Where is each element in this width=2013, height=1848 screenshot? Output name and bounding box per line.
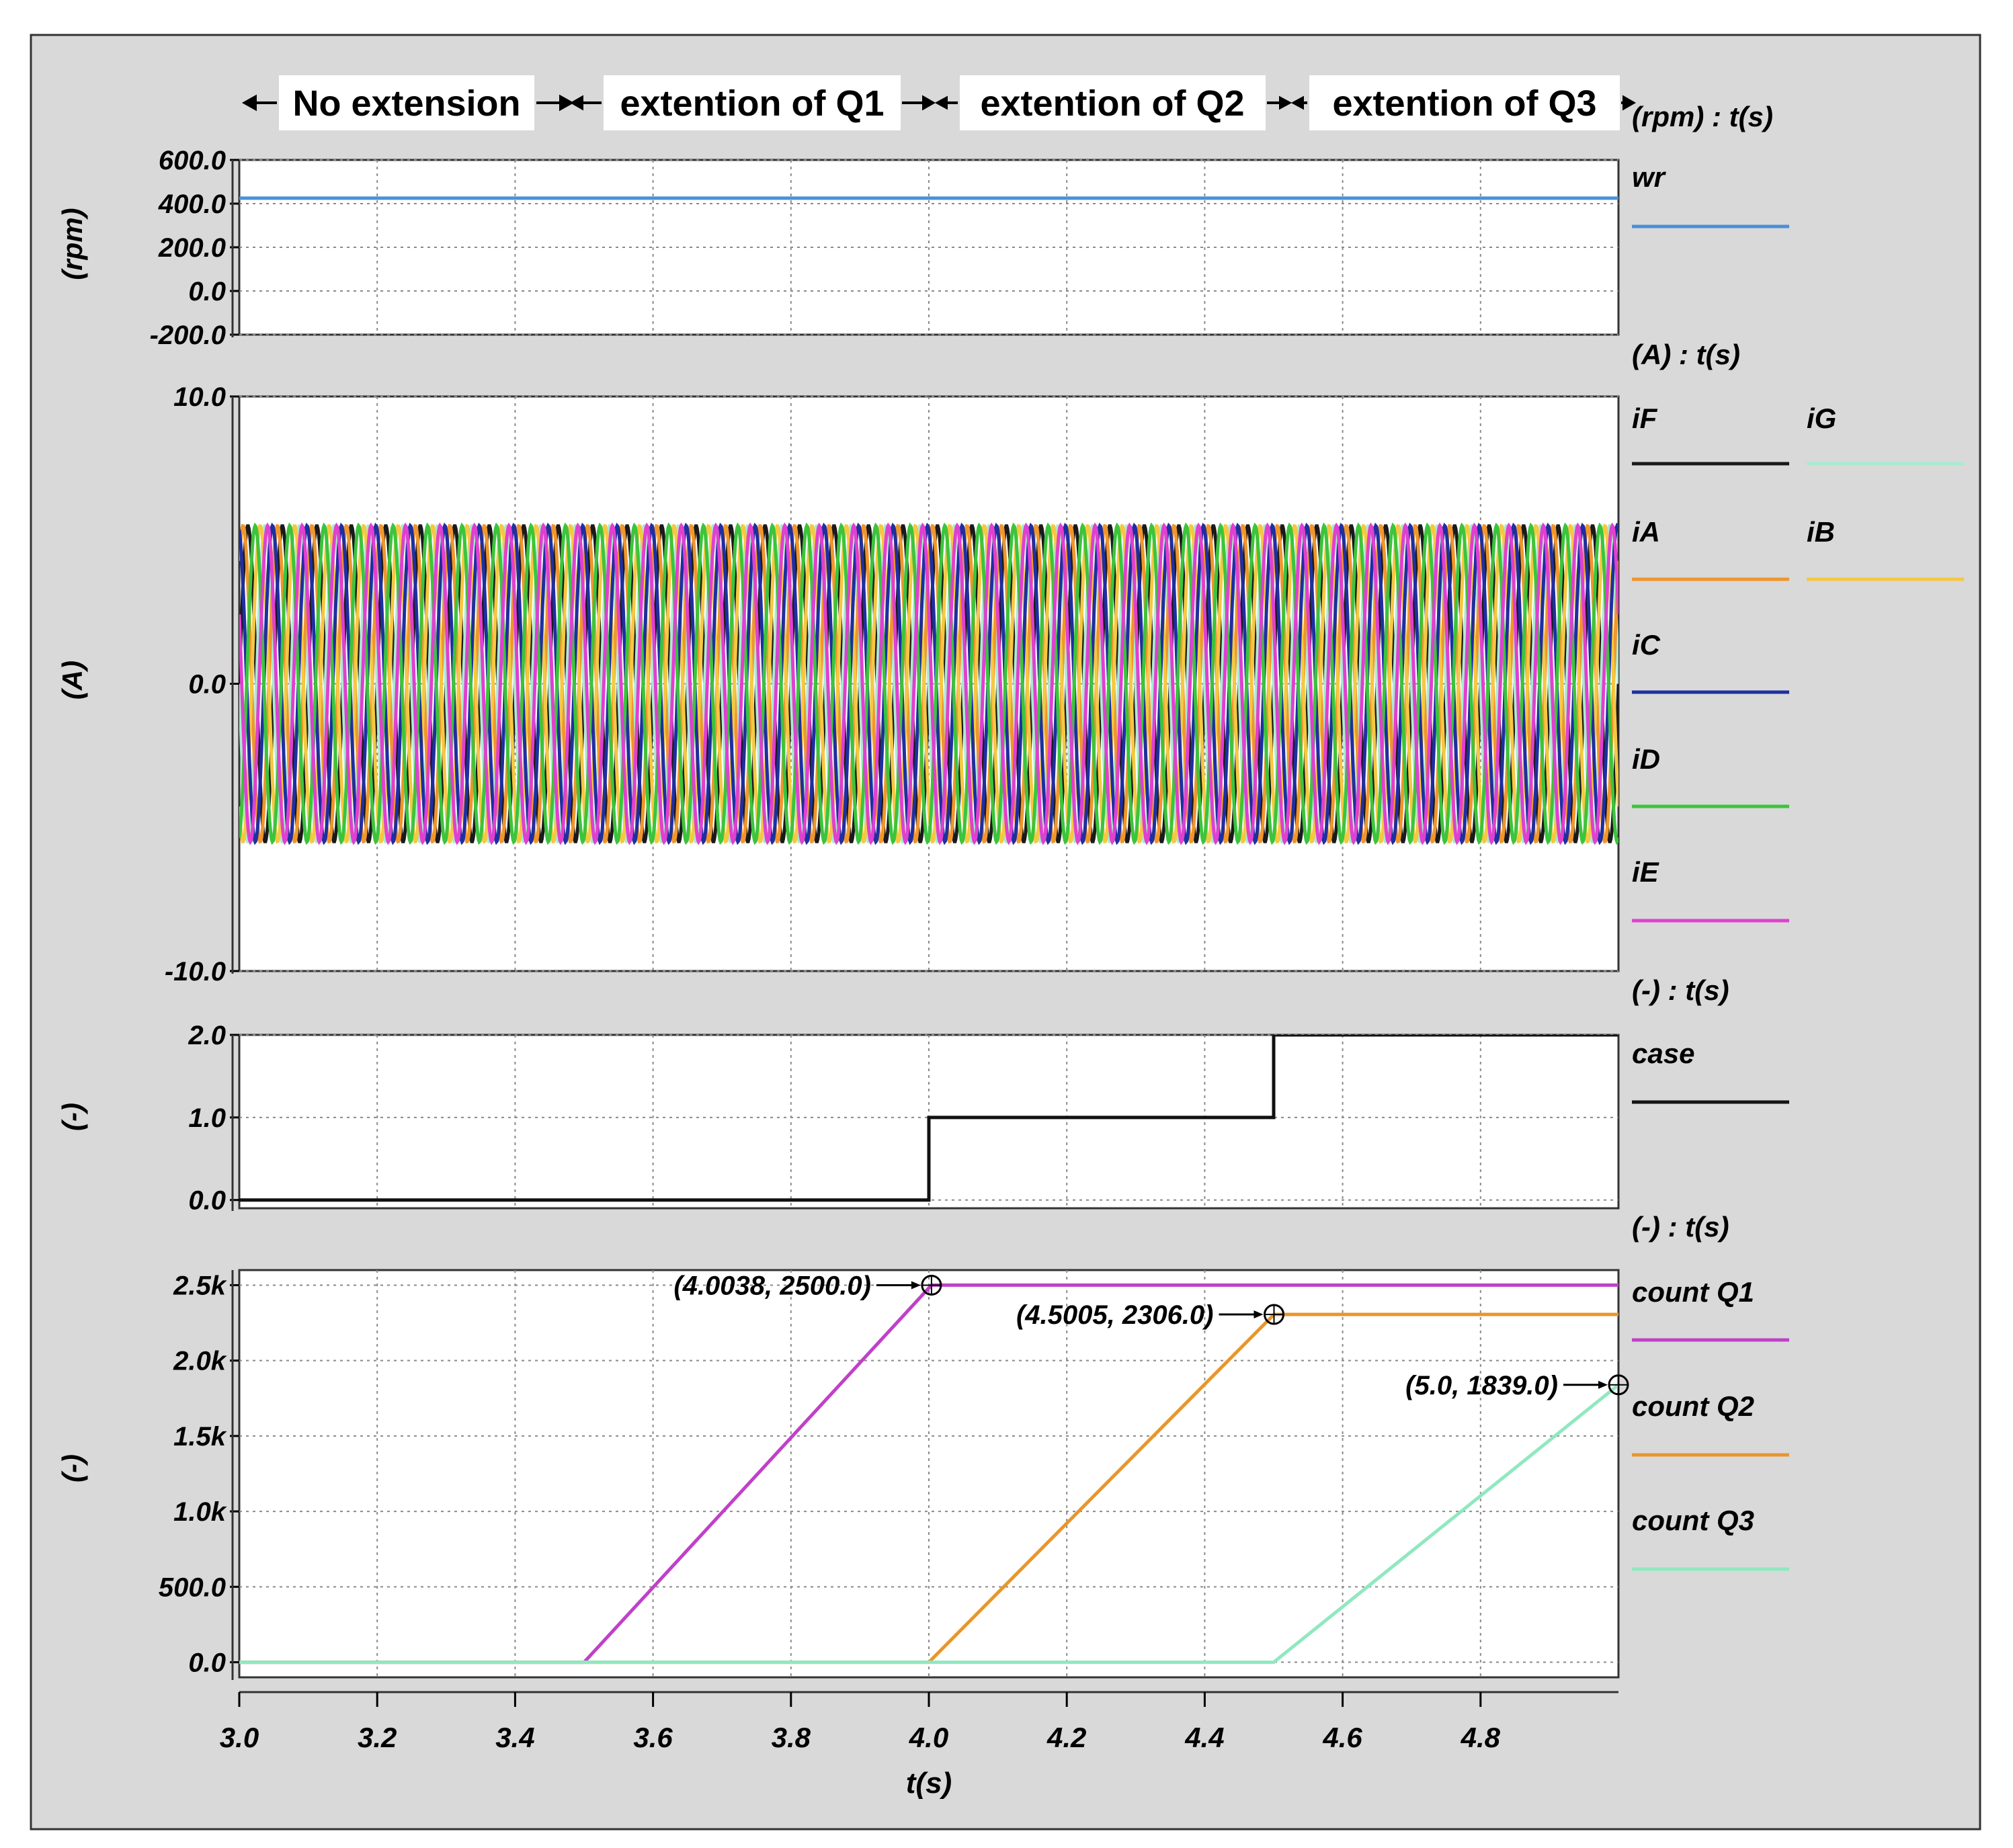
annotation-arrowhead bbox=[911, 1281, 921, 1290]
x-tick-label: 4.4 bbox=[1184, 1722, 1224, 1753]
series-line-iC bbox=[239, 522, 1618, 845]
x-tick-label: 3.0 bbox=[220, 1722, 259, 1753]
y-tick-label: 1.5k bbox=[173, 1422, 227, 1452]
x-tick-label: 3.2 bbox=[358, 1722, 397, 1753]
segment-label-q1: extention of Q1 bbox=[620, 83, 884, 124]
legend-label-iC: iC bbox=[1632, 629, 1661, 661]
y-tick-label: 600.0 bbox=[159, 146, 226, 175]
plot-panel-case: 2.0 1.0 0.0 bbox=[188, 1021, 1620, 1216]
x-tick-label: 3.4 bbox=[495, 1722, 534, 1753]
plot-panel-currents: 10.0 0.0 -10.0 bbox=[165, 382, 1620, 986]
annotation-label: (4.5005, 2306.0) bbox=[1016, 1300, 1214, 1330]
legend-label-iB: iB bbox=[1807, 516, 1835, 548]
y-tick-label: 2.0k bbox=[173, 1347, 227, 1376]
series-line-count-Q3 bbox=[239, 1383, 1618, 1665]
legend-label-case: case bbox=[1632, 1038, 1694, 1069]
y-tick-label: 0.0 bbox=[188, 1186, 226, 1216]
unit-label-amps: (A) : t(s) bbox=[1632, 339, 1740, 370]
series-line-iE bbox=[239, 522, 1618, 845]
y-tick-label: 1.0k bbox=[173, 1497, 227, 1527]
y-axis-label-amps: (A) bbox=[56, 661, 88, 700]
y-axis-label-rpm: (rpm) bbox=[56, 208, 88, 280]
x-tick-label: 4.0 bbox=[909, 1722, 948, 1753]
annotation-label: (5.0, 1839.0) bbox=[1405, 1371, 1558, 1400]
segment-label-q2: extention of Q2 bbox=[980, 83, 1244, 124]
x-tick-label: 4.6 bbox=[1322, 1722, 1362, 1753]
annotation-arrowhead bbox=[1254, 1310, 1264, 1318]
plot-panel-speed: 600.0 400.0 200.0 0.0 -200.0 bbox=[150, 146, 1620, 350]
segment-label-q3: extention of Q3 bbox=[1332, 83, 1596, 124]
legend-label-count-q3: count Q3 bbox=[1632, 1505, 1754, 1537]
series-line-case bbox=[239, 1035, 1618, 1202]
legend-label-iG: iG bbox=[1807, 403, 1836, 434]
x-tick-label: 4.8 bbox=[1461, 1722, 1501, 1753]
plot-panel-counts: 2.5k 2.0k 1.5k 1.0k 500.0 0.0 (4.0038, 2500.0)… bbox=[159, 1269, 1629, 1753]
legend-label-count-q1: count Q1 bbox=[1632, 1276, 1754, 1308]
annotation-label: (4.0038, 2500.0) bbox=[673, 1271, 871, 1300]
y-tick-label: 200.0 bbox=[158, 233, 226, 263]
annotation-arrowhead bbox=[1598, 1380, 1608, 1389]
y-tick-label: 0.0 bbox=[188, 277, 226, 306]
segment-label-no-extension: No extension bbox=[292, 83, 520, 124]
series-group bbox=[239, 522, 1618, 845]
y-tick-label: 2.0 bbox=[188, 1021, 226, 1050]
legend-label-iA: iA bbox=[1632, 516, 1660, 548]
legend-label-wr: wr bbox=[1632, 161, 1667, 193]
y-tick-label: -200.0 bbox=[150, 321, 226, 350]
y-tick-label: 0.0 bbox=[188, 1648, 226, 1678]
y-tick-label: 0.0 bbox=[188, 670, 226, 700]
y-tick-label: 2.5k bbox=[173, 1271, 227, 1300]
x-axis-label: t(s) bbox=[906, 1767, 952, 1800]
legend-label-count-q2: count Q2 bbox=[1632, 1390, 1754, 1423]
y-tick-label: 500.0 bbox=[159, 1572, 226, 1602]
series-group bbox=[239, 1035, 1618, 1202]
y-tick-label: 10.0 bbox=[173, 382, 226, 412]
y-tick-label: -10.0 bbox=[165, 957, 226, 986]
y-tick-label: 1.0 bbox=[188, 1103, 226, 1133]
y-tick-label: 400.0 bbox=[158, 190, 226, 219]
unit-label-case: (-) : t(s) bbox=[1632, 974, 1729, 1006]
x-tick-label: 3.6 bbox=[633, 1722, 673, 1753]
legend-label-iD: iD bbox=[1632, 743, 1660, 775]
legend-label-iE: iE bbox=[1632, 856, 1660, 888]
legend-label-iF: iF bbox=[1632, 403, 1658, 434]
y-axis-label-case: (-) bbox=[56, 1103, 88, 1131]
segment-header: No extension extention of Q1 extention o… bbox=[241, 75, 1637, 130]
unit-label-rpm: (rpm) : t(s) bbox=[1632, 101, 1773, 132]
legend: wr iF iG iA iB iC iD iE case count Q1 co… bbox=[1632, 161, 1964, 1571]
series-line-iA bbox=[239, 523, 1618, 844]
unit-label-count: (-) : t(s) bbox=[1632, 1211, 1729, 1243]
x-tick-label: 4.2 bbox=[1046, 1722, 1086, 1753]
x-tick-label: 3.8 bbox=[772, 1722, 811, 1753]
y-axis-label-count: (-) bbox=[56, 1454, 88, 1482]
series-line-iB bbox=[239, 523, 1618, 844]
series-group bbox=[239, 1283, 1618, 1665]
